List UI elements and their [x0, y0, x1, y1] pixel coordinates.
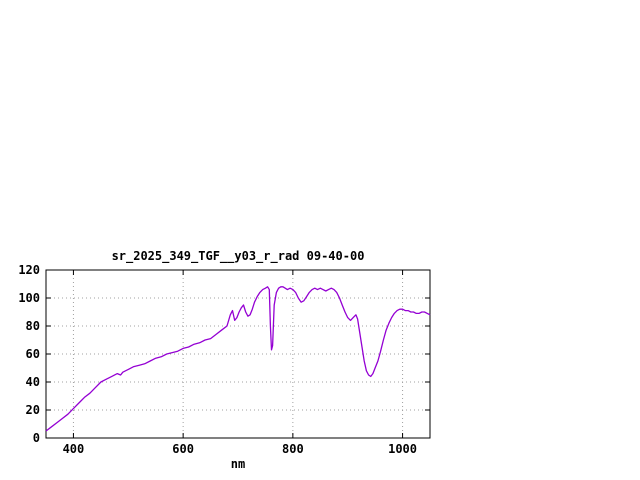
grid-lines [46, 270, 430, 438]
y-tick-label: 100 [18, 291, 40, 305]
plot-border [45, 269, 431, 439]
y-tick-label: 120 [18, 263, 40, 277]
x-axis-label: nm [231, 457, 245, 471]
y-tick-label: 0 [33, 431, 40, 445]
x-tick-label: 800 [282, 442, 304, 456]
x-tick-label: 400 [63, 442, 85, 456]
y-tick-label: 80 [26, 319, 40, 333]
spectrum-line [45, 286, 431, 432]
y-tick-label: 20 [26, 403, 40, 417]
y-tick-label: 40 [26, 375, 40, 389]
chart-title: sr_2025_349_TGF__y03_r_rad 09-40-00 [112, 249, 365, 264]
y-tick-label: 60 [26, 347, 40, 361]
x-tick-label: 600 [172, 442, 194, 456]
x-tick-label: 1000 [388, 442, 417, 456]
tick-labels: 400 600 800 1000 0 20 40 60 80 100 120 [18, 263, 417, 456]
